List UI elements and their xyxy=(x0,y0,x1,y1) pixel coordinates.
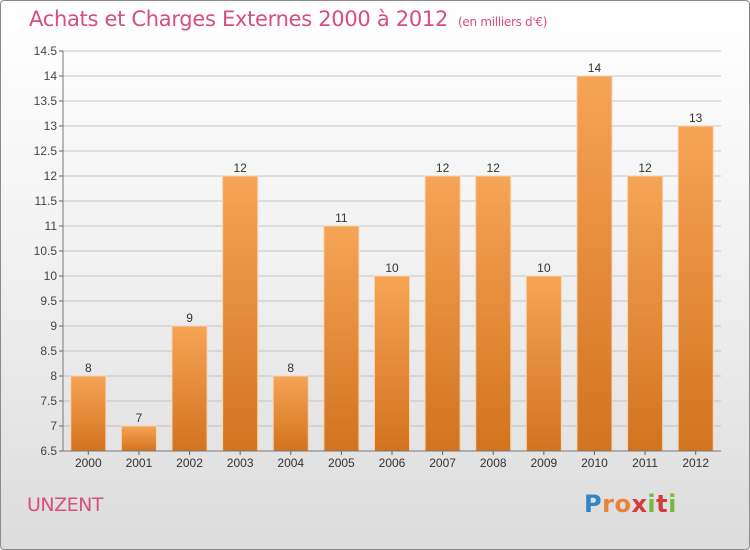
y-tick-label: 11 xyxy=(45,219,58,233)
bar-2012 xyxy=(677,125,714,452)
value-label: 8 xyxy=(85,361,92,375)
bar-2005 xyxy=(323,225,360,452)
title-unit: (en milliers d'€) xyxy=(458,15,548,29)
value-label: 12 xyxy=(487,161,501,175)
x-tick-label: 2003 xyxy=(227,456,254,470)
x-tick-label: 2008 xyxy=(480,456,507,470)
bar-2001 xyxy=(120,425,157,452)
x-tick-label: 2000 xyxy=(75,456,102,470)
bar-2011 xyxy=(627,175,664,452)
x-tick-label: 2007 xyxy=(429,456,456,470)
y-tick-label: 9.5 xyxy=(40,294,57,308)
y-tick-label: 8 xyxy=(50,369,57,383)
logo-letter: x xyxy=(631,490,648,518)
y-tick-label: 7 xyxy=(50,419,57,433)
value-label: 8 xyxy=(287,361,294,375)
bar-2004 xyxy=(272,375,309,452)
bars: 8 7 9 12 8 11 10 12 12 10 14 12 13 xyxy=(70,61,714,452)
y-tick-label: 12 xyxy=(44,169,58,183)
x-tick-label: 2002 xyxy=(176,456,203,470)
commune-name: UNZENT xyxy=(27,494,103,516)
bar-2009 xyxy=(525,275,562,452)
value-label: 12 xyxy=(436,161,450,175)
y-tick-label: 13.5 xyxy=(34,94,58,108)
y-tick-label: 7.5 xyxy=(40,394,57,408)
x-tick-label: 2004 xyxy=(277,456,304,470)
bar-2008 xyxy=(475,175,512,452)
bar-2007 xyxy=(424,175,461,452)
y-tick-label: 14 xyxy=(44,69,58,83)
y-tick-label: 6.5 xyxy=(40,444,57,458)
bar-2000 xyxy=(70,375,107,452)
logo-letter: o xyxy=(614,490,632,518)
y-tick-label: 8.5 xyxy=(40,344,57,358)
value-label: 10 xyxy=(537,261,551,275)
y-axis: 6.5 7 7.5 8 8.5 9 9.5 10 10.5 11 11.5 12 12.5 13 13.5 1… xyxy=(34,44,64,458)
bar-2006 xyxy=(374,275,410,452)
value-label: 7 xyxy=(136,411,143,425)
value-label: 11 xyxy=(335,211,348,225)
bar-2003 xyxy=(222,175,259,452)
y-tick-label: 11.5 xyxy=(35,194,58,208)
x-tick-label: 2001 xyxy=(126,456,153,470)
y-tick-label: 10.5 xyxy=(34,244,58,258)
value-label: 12 xyxy=(638,161,652,175)
value-label: 13 xyxy=(689,111,703,125)
x-tick-label: 2011 xyxy=(632,456,658,470)
bar-2002 xyxy=(171,325,208,452)
x-tick-label: 2006 xyxy=(379,456,406,470)
value-label: 14 xyxy=(588,61,602,75)
value-label: 10 xyxy=(385,261,399,275)
y-tick-label: 14.5 xyxy=(34,44,58,58)
proxiti-logo: Proxiti xyxy=(584,490,677,518)
bar-2010 xyxy=(576,75,613,452)
chart-title: Achats et Charges Externes 2000 à 2012 (e… xyxy=(29,7,547,31)
x-tick-label: 2005 xyxy=(328,456,355,470)
logo-letter: i xyxy=(647,490,657,518)
y-tick-label: 13 xyxy=(44,119,58,133)
y-tick-label: 9 xyxy=(50,319,57,333)
y-tick-label: 12.5 xyxy=(34,144,58,158)
value-label: 12 xyxy=(233,161,247,175)
logo-letter: r xyxy=(602,490,615,518)
logo-letter: t xyxy=(656,490,669,518)
y-tick-label: 10 xyxy=(44,269,58,283)
x-tick-label: 2012 xyxy=(682,456,709,470)
value-label: 9 xyxy=(186,311,193,325)
logo-letter: P xyxy=(584,490,603,518)
x-tick-label: 2010 xyxy=(581,456,608,470)
x-axis: 2000 2001 2002 2003 2004 2005 2006 2007 2008 2009… xyxy=(63,450,721,470)
title-text: Achats et Charges Externes 2000 à 2012 xyxy=(29,7,449,31)
x-tick-label: 2009 xyxy=(530,456,557,470)
logo-letter: i xyxy=(668,490,677,518)
